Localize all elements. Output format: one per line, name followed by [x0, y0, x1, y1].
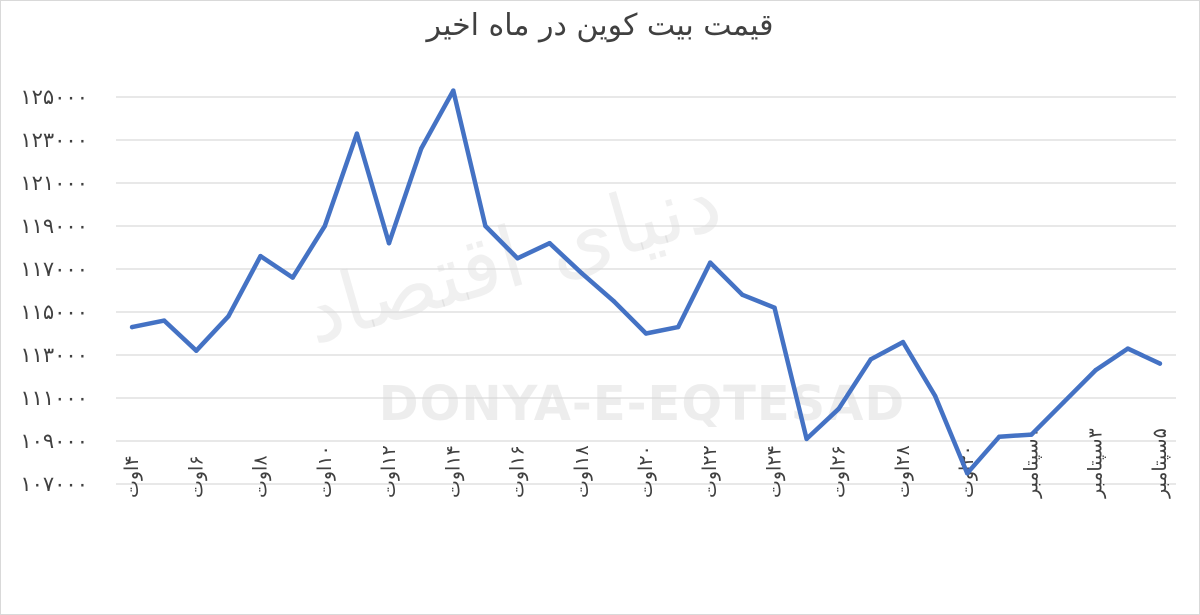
- data-point: [194, 348, 199, 353]
- y-tick-label: ۱۱۵۰۰۰: [20, 300, 88, 324]
- x-tick-label: ۶اوت: [185, 455, 207, 498]
- watermark-latin: DONYA-E-EQTESAD: [379, 376, 905, 432]
- y-tick-label: ۱۲۵۰۰۰: [20, 85, 88, 109]
- data-point: [932, 393, 938, 399]
- data-point: [1029, 432, 1034, 437]
- data-point: [708, 260, 713, 265]
- data-point: [868, 357, 873, 362]
- y-tick-label: ۱۰۷۰۰۰: [20, 472, 88, 496]
- y-tick-label: ۱۰۹۰۰۰: [20, 429, 88, 453]
- data-point: [386, 241, 392, 246]
- x-tick-label: ۲۸اوت: [892, 445, 914, 498]
- data-point: [1157, 361, 1163, 366]
- x-tick-label: ۱۴اوت: [442, 445, 464, 498]
- data-point: [579, 271, 584, 276]
- x-tick-label: ۲۲اوت: [699, 445, 721, 498]
- x-tick-label: ۱۰اوت: [314, 445, 336, 498]
- data-point: [354, 131, 360, 136]
- x-tick-label: ۱سپتامبر: [1020, 428, 1042, 499]
- x-tick-label: ۳سپتامبر: [1085, 428, 1107, 499]
- y-tick-label: ۱۱۷۰۰۰: [20, 257, 88, 281]
- data-point: [611, 299, 617, 304]
- data-point: [1125, 346, 1131, 351]
- data-point: [162, 318, 167, 323]
- x-tick-label: ۲۴اوت: [763, 445, 785, 498]
- x-tick-label: ۱۶اوت: [507, 445, 529, 498]
- series-group: [129, 88, 1163, 476]
- gridlines: [116, 96, 1176, 485]
- data-point: [547, 241, 552, 246]
- x-axis: ۴اوت ۶اوت ۸اوت ۱۰اوت ۱۲اوت ۱۴اوت ۱۶اوت ۱۸اوت ۲۰ا…: [121, 428, 1171, 499]
- data-point: [836, 406, 841, 411]
- x-tick-label: ۴اوت: [121, 455, 143, 498]
- x-tick-label: ۱۲اوت: [378, 445, 400, 498]
- data-point: [1061, 400, 1066, 405]
- data-point: [451, 88, 456, 93]
- data-point: [290, 275, 295, 280]
- chart-title: قیمت بیت کوین در ماه اخیر: [426, 8, 774, 43]
- x-tick-label: ۵سپتامبر: [1149, 428, 1171, 499]
- data-point: [900, 339, 906, 345]
- data-point: [804, 436, 809, 442]
- data-point: [997, 434, 1002, 439]
- data-point: [1093, 367, 1098, 373]
- data-point: [483, 223, 488, 229]
- x-tick-label: ۱۸اوت: [571, 445, 593, 498]
- y-axis: ۱۰۷۰۰۰ ۱۰۹۰۰۰ ۱۱۱۰۰۰ ۱۱۳۰۰۰ ۱۱۵۰۰۰ ۱۱۷۰۰۰ ۱۱۹۰…: [20, 85, 88, 496]
- y-tick-label: ۱۲۱۰۰۰: [20, 171, 88, 195]
- x-tick-label: ۸اوت: [250, 455, 272, 498]
- data-point: [740, 292, 745, 297]
- data-point: [675, 324, 681, 330]
- data-point: [258, 253, 263, 259]
- x-tick-label: ۲۰اوت: [635, 445, 657, 498]
- data-point: [226, 314, 231, 319]
- data-point: [515, 256, 520, 261]
- data-point: [129, 324, 135, 330]
- data-point: [322, 223, 327, 229]
- y-tick-label: ۱۱۳۰۰۰: [20, 343, 88, 367]
- data-point: [772, 305, 777, 310]
- y-tick-label: ۱۱۹۰۰۰: [20, 214, 88, 238]
- data-point: [643, 331, 649, 336]
- x-tick-label: ۲۶اوت: [828, 445, 850, 498]
- y-tick-label: ۱۲۳۰۰۰: [20, 128, 88, 152]
- watermark: دنیای اقتصاد DONYA-E-EQTESAD: [292, 151, 905, 432]
- data-point: [419, 146, 424, 151]
- y-tick-label: ۱۱۱۰۰۰: [20, 386, 88, 410]
- data-point: [965, 471, 970, 476]
